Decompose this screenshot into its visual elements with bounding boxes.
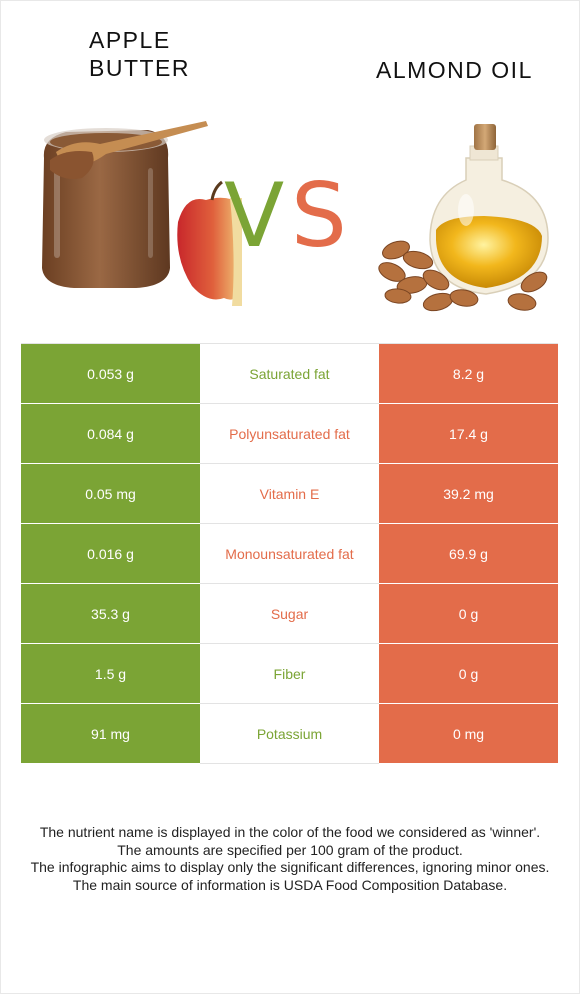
right-value: 0 g: [379, 583, 558, 644]
nutrient-name: Vitamin E: [200, 463, 379, 524]
left-title-line1: APPLE: [89, 27, 171, 53]
nutrient-name: Potassium: [200, 703, 379, 764]
left-value: 0.016 g: [21, 523, 200, 584]
left-value: 0.053 g: [21, 343, 200, 404]
almond-oil-image: [378, 124, 549, 312]
right-value: 0 mg: [379, 703, 558, 764]
vs-letter-s: S: [291, 164, 347, 267]
right-value: 69.9 g: [379, 523, 558, 584]
vs-letter-v: V: [224, 164, 285, 267]
apple-butter-image: [42, 121, 242, 306]
nutrient-row: 0.05 mg Vitamin E 39.2 mg: [21, 463, 558, 524]
nutrient-name: Polyunsaturated fat: [200, 403, 379, 464]
footer-line-winner: The nutrient name is displayed in the co…: [39, 824, 541, 840]
right-value: 8.2 g: [379, 343, 558, 404]
nutrient-name: Saturated fat: [200, 343, 379, 404]
nutrient-row: 0.053 g Saturated fat 8.2 g: [21, 343, 558, 404]
left-value: 1.5 g: [21, 643, 200, 704]
nutrient-row: 91 mg Potassium 0 mg: [21, 703, 558, 764]
nutrient-name: Monounsaturated fat: [200, 523, 379, 584]
left-value: 0.084 g: [21, 403, 200, 464]
nutrient-name: Sugar: [200, 583, 379, 644]
nutrient-name: Fiber: [200, 643, 379, 704]
footer-line-amounts: The amounts are specified per 100 gram o…: [117, 841, 463, 858]
footer-line-source: The main source of information is USDA F…: [72, 876, 508, 893]
nutrient-row: 1.5 g Fiber 0 g: [21, 643, 558, 704]
right-value: 0 g: [379, 643, 558, 704]
left-title-line2: BUTTER: [89, 55, 190, 81]
right-food-title: ALMOND OIL: [376, 57, 533, 83]
nutrient-row: 0.084 g Polyunsaturated fat 17.4 g: [21, 403, 558, 464]
left-value: 91 mg: [21, 703, 200, 764]
footer-line-scope: The infographic aims to display only the…: [30, 859, 550, 875]
right-value: 17.4 g: [379, 403, 558, 464]
comparison-table: 0.053 g Saturated fat 8.2 g 0.084 g Polyunsa…: [21, 343, 558, 764]
footer-notes: The nutrient name is displayed in the co…: [30, 824, 550, 894]
nutrient-row: 0.016 g Monounsaturated fat 69.9 g: [21, 523, 558, 584]
right-value: 39.2 mg: [379, 463, 558, 524]
left-value: 0.05 mg: [21, 463, 200, 524]
left-value: 35.3 g: [21, 583, 200, 644]
nutrient-row: 35.3 g Sugar 0 g: [21, 583, 558, 644]
left-food-title: APPLE BUTTER: [89, 26, 190, 82]
